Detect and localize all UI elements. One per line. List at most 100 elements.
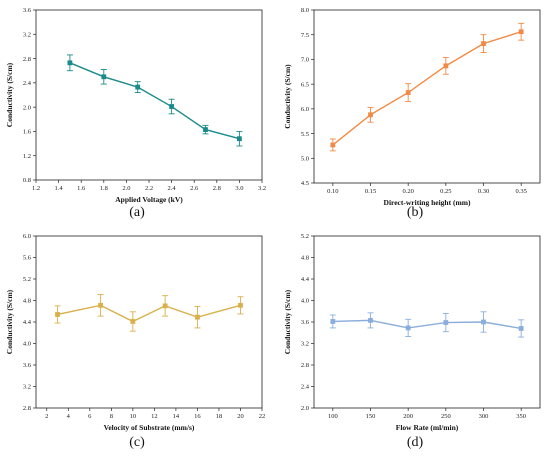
- series-line: [332, 319, 522, 330]
- x-tick-label: 0.20: [402, 188, 413, 195]
- y-tick-label: 3.6: [23, 7, 32, 14]
- y-tick-label: 4.5: [301, 180, 309, 187]
- y-tick-label: 2.8: [23, 56, 31, 63]
- x-axis-title: Flow Rate (ml/min): [396, 423, 459, 432]
- y-tick-label: 1.2: [23, 153, 31, 160]
- y-tick-label: 4.4: [301, 276, 310, 283]
- panel-label: (d): [407, 435, 424, 450]
- x-tick-label: 250: [441, 413, 451, 420]
- y-tick-label: 3.2: [301, 341, 309, 348]
- x-tick-label: 0.10: [327, 188, 338, 195]
- y-tick-label: 2.0: [301, 405, 309, 412]
- data-point-marker: [443, 63, 449, 69]
- data-point-marker: [368, 317, 373, 323]
- data-point-marker: [162, 303, 168, 309]
- x-tick-label: 18: [216, 413, 223, 420]
- data-point-marker: [518, 326, 524, 331]
- data-point-marker: [405, 325, 411, 331]
- data-point-marker: [55, 312, 60, 317]
- x-tick-label: 0.15: [365, 188, 376, 195]
- panel-label: (b): [407, 205, 424, 220]
- y-axis-title: Conductivity (S/cm): [5, 289, 14, 354]
- x-tick-label: 6: [88, 413, 92, 420]
- y-tick-label: 4.8: [301, 255, 309, 262]
- y-tick-label: 2.0: [23, 104, 31, 111]
- x-tick-label: 3.0: [235, 185, 243, 192]
- data-point-marker: [481, 41, 486, 47]
- x-tick-label: 14: [173, 413, 180, 420]
- y-tick-label: 6.0: [23, 233, 31, 240]
- x-tick-label: 300: [479, 413, 489, 420]
- y-tick-label: 7.5: [301, 32, 309, 39]
- data-point-marker: [195, 314, 200, 320]
- y-axis-title: Conductivity (S/cm): [5, 62, 14, 127]
- series-line: [69, 62, 240, 140]
- data-point-marker: [443, 320, 449, 325]
- x-tick-label: 1.6: [77, 185, 86, 192]
- data-point-marker: [135, 84, 141, 90]
- data-point-marker: [368, 112, 373, 118]
- y-tick-label: 3.6: [301, 319, 310, 326]
- plot-frame: [35, 235, 263, 409]
- plot-frame: [313, 9, 541, 184]
- x-tick-label: 0.30: [478, 188, 489, 195]
- y-tick-label: 4.8: [23, 298, 31, 305]
- data-point-marker: [203, 127, 208, 133]
- y-tick-label: 6.0: [301, 106, 309, 113]
- y-tick-label: 6.5: [301, 81, 309, 88]
- chart-panel-c: 2 4 6 8 10 12 14 16 18 20 22 2.8 3.2 3.6 4.0 4.4 4.8 5.2 5…: [5, 233, 265, 450]
- y-tick-label: 2.8: [23, 405, 31, 412]
- x-tick-label: 3.2: [258, 185, 266, 192]
- y-tick-label: 3.2: [23, 384, 31, 391]
- chart-panel-b: 0.10 0.15 0.20 0.25 0.30 0.35 4.5 5.0 5.5 6.0 6.5 7…: [283, 7, 541, 220]
- data-point-marker: [169, 104, 174, 109]
- plot-frame: [35, 9, 263, 181]
- y-tick-label: 5.0: [301, 155, 309, 162]
- x-tick-label: 20: [237, 413, 244, 420]
- x-tick-label: 22: [259, 413, 266, 420]
- data-point-marker: [130, 319, 136, 324]
- x-tick-label: 100: [328, 413, 338, 420]
- x-tick-label: 4: [67, 413, 71, 420]
- x-axis-title: Velocity of Substrate (mm/s): [104, 423, 195, 432]
- x-tick-label: 200: [403, 413, 413, 420]
- y-tick-label: 0.8: [23, 177, 31, 184]
- y-axis-title: Conductivity (S/cm): [283, 64, 292, 129]
- x-tick-label: 2.2: [145, 185, 153, 192]
- x-tick-label: 12: [151, 413, 158, 420]
- x-tick-label: 2.0: [122, 185, 130, 192]
- data-point-marker: [481, 319, 486, 325]
- data-point-marker: [98, 302, 103, 308]
- x-tick-label: 1.8: [100, 185, 108, 192]
- x-tick-label: 150: [366, 413, 376, 420]
- x-tick-label: 350: [516, 413, 526, 420]
- data-point-marker: [405, 90, 411, 95]
- series-line: [57, 304, 241, 323]
- panel-label: (c): [129, 435, 145, 450]
- y-tick-label: 5.2: [301, 233, 309, 240]
- x-tick-label: 2: [45, 413, 48, 420]
- y-tick-label: 2.4: [301, 384, 310, 391]
- x-tick-label: 1.4: [55, 185, 64, 192]
- y-tick-label: 3.2: [23, 31, 31, 38]
- x-tick-label: 1.2: [32, 185, 40, 192]
- y-axis-title: Conductivity (S/cm): [283, 289, 292, 354]
- y-tick-label: 1.6: [23, 129, 32, 136]
- chart-panel-d: 100 150 200 250 300 350 2.0 2.4 2.8 3.2 3.6 4.0 4.4 4…: [283, 233, 541, 450]
- y-tick-label: 5.2: [23, 276, 31, 283]
- x-tick-label: 8: [110, 413, 113, 420]
- y-tick-label: 5.6: [23, 255, 32, 262]
- y-tick-label: 5.5: [301, 131, 309, 138]
- y-tick-label: 4.0: [23, 341, 31, 348]
- y-tick-label: 7.0: [301, 57, 309, 64]
- data-point-marker: [67, 60, 73, 66]
- y-tick-label: 8.0: [301, 7, 309, 14]
- data-point-marker: [518, 29, 524, 35]
- plot-frame: [313, 235, 541, 409]
- data-point-marker: [237, 136, 242, 142]
- x-tick-label: 10: [130, 413, 137, 420]
- data-point-marker: [238, 302, 243, 308]
- x-tick-label: 2.6: [190, 185, 199, 192]
- y-tick-label: 2.8: [301, 362, 309, 369]
